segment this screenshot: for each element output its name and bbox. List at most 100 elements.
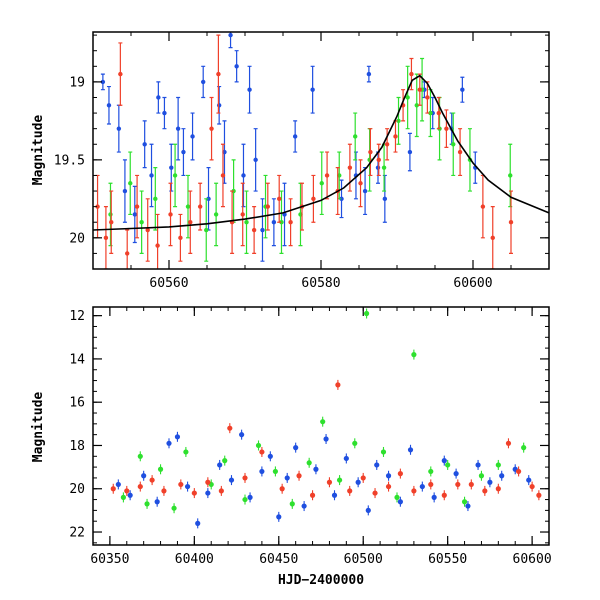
bottom-series-0-point-16 xyxy=(284,475,290,481)
bottom-series-2-point-31 xyxy=(529,483,535,490)
bottom-series-0-point-35 xyxy=(487,479,493,485)
bottom-series-1-point-0 xyxy=(120,494,126,500)
bottom-series-0-point-14 xyxy=(267,453,273,459)
bottom-series-0-point-31 xyxy=(441,458,447,464)
top-series-2-point-2 xyxy=(109,220,114,225)
top-series-0-point-20 xyxy=(247,87,252,92)
bottom-series-0-point-20 xyxy=(323,436,329,442)
bottom-series-0-point-18 xyxy=(301,503,307,509)
top-series-0-point-23 xyxy=(271,220,277,225)
bottom-series-0-point-33 xyxy=(465,503,471,509)
top-series-2-point-35 xyxy=(436,110,441,116)
top-panel-marks xyxy=(93,32,549,269)
bottom-series-1-point-15 xyxy=(352,440,358,446)
top-ytick-label: 19 xyxy=(69,75,85,90)
top-series-1-point-5 xyxy=(185,204,191,209)
top-series-0-point-12 xyxy=(190,134,195,139)
bottom-series-2-point-16 xyxy=(335,382,341,388)
bottom-ytick-label: 12 xyxy=(69,309,85,324)
bottom-series-0-point-28 xyxy=(407,447,414,453)
top-series-0-point-33 xyxy=(407,149,413,155)
bottom-series-1-point-23 xyxy=(478,473,485,479)
bottom-series-1-point-18 xyxy=(394,494,400,500)
top-series-2-point-6 xyxy=(145,227,150,233)
bottom-series-0-point-3 xyxy=(154,499,160,505)
bottom-series-0-point-1 xyxy=(127,492,133,498)
bottom-xtick-label: 60500 xyxy=(344,552,383,567)
top-series-1-point-4 xyxy=(172,173,178,178)
bottom-xtick-label: 60600 xyxy=(513,552,552,567)
top-series-2-point-37 xyxy=(457,149,463,155)
bottom-series-2-point-28 xyxy=(495,486,501,492)
bottom-series-1-point-4 xyxy=(171,505,177,511)
top-series-1-point-7 xyxy=(213,212,219,217)
top-series-2-point-30 xyxy=(393,134,398,139)
bottom-series-1-point-14 xyxy=(336,477,343,483)
bottom-panel-frame xyxy=(92,306,550,546)
top-series-0-point-3 xyxy=(122,188,128,194)
bottom-series-2-point-4 xyxy=(161,488,167,494)
top-series-2-point-28 xyxy=(376,157,381,163)
bottom-series-1-point-9 xyxy=(255,442,262,449)
bottom-xtick-label: 60350 xyxy=(90,552,129,567)
top-series-2-point-9 xyxy=(178,235,183,241)
top-series-0-point-26 xyxy=(310,87,315,92)
bottom-series-2-point-5 xyxy=(178,481,184,488)
top-series-2-point-40 xyxy=(508,220,514,225)
top-series-0-point-19 xyxy=(241,173,246,178)
top-series-2-point-39 xyxy=(490,235,495,241)
top-series-2-point-0 xyxy=(95,204,100,209)
bottom-series-1-point-25 xyxy=(521,445,527,451)
top-series-0-point-2 xyxy=(116,126,122,131)
bottom-series-2-point-13 xyxy=(296,473,302,479)
bottom-series-1-point-5 xyxy=(183,449,189,455)
bottom-series-1-point-11 xyxy=(289,501,295,507)
top-series-0-point-31 xyxy=(375,165,381,170)
bottom-panel-marks xyxy=(110,308,542,529)
top-series-0-point-0 xyxy=(100,79,106,85)
top-series-0-point-17 xyxy=(228,32,233,38)
bottom-series-2-point-27 xyxy=(482,488,488,494)
bottom-series-0-point-17 xyxy=(293,445,299,451)
bottom-series-1-point-8 xyxy=(242,496,248,503)
top-series-2-point-12 xyxy=(209,126,214,131)
top-series-1-point-6 xyxy=(204,227,209,233)
top-panel-frame xyxy=(92,31,550,270)
top-series-1-point-9 xyxy=(244,220,249,225)
bottom-series-1-point-2 xyxy=(144,501,150,507)
bottom-ytick-label: 22 xyxy=(69,526,85,541)
bottom-xtick-label: 60550 xyxy=(428,552,467,567)
bottom-series-2-point-26 xyxy=(468,481,474,488)
top-series-2-point-16 xyxy=(240,212,245,217)
bottom-ytick-label: 18 xyxy=(69,439,85,454)
bottom-series-0-point-24 xyxy=(365,507,371,513)
bottom-series-0-point-11 xyxy=(239,432,245,438)
bottom-series-0-point-9 xyxy=(217,462,223,468)
bottom-series-0-point-22 xyxy=(343,455,349,462)
top-series-0-point-37 xyxy=(460,87,465,92)
bottom-panel-ylabel: Magnitude xyxy=(31,392,46,463)
top-series-0-point-13 xyxy=(201,79,206,85)
top-series-2-point-23 xyxy=(324,173,330,178)
bottom-series-1-point-1 xyxy=(137,453,143,459)
bottom-series-2-point-1 xyxy=(124,488,130,494)
top-series-2-point-36 xyxy=(444,126,449,131)
bottom-series-1-point-16 xyxy=(364,310,370,317)
bottom-series-0-point-19 xyxy=(313,466,319,472)
top-series-2-point-33 xyxy=(417,87,422,92)
top-series-1-point-15 xyxy=(353,134,358,139)
bottom-series-1-point-17 xyxy=(380,449,387,455)
top-series-2-point-27 xyxy=(368,149,373,155)
top-series-0-point-5 xyxy=(142,142,147,147)
bottom-series-2-point-3 xyxy=(149,477,155,483)
bottom-series-0-point-8 xyxy=(205,490,211,496)
top-series-2-point-8 xyxy=(168,212,173,217)
top-series-2-point-4 xyxy=(125,251,130,256)
bottom-series-0-point-6 xyxy=(184,483,191,490)
bottom-series-2-point-10 xyxy=(242,475,248,481)
top-ytick-label: 20 xyxy=(69,231,85,246)
top-series-2-point-5 xyxy=(134,204,140,209)
bottom-series-2-point-15 xyxy=(326,479,333,485)
bottom-series-0-point-13 xyxy=(259,468,265,475)
